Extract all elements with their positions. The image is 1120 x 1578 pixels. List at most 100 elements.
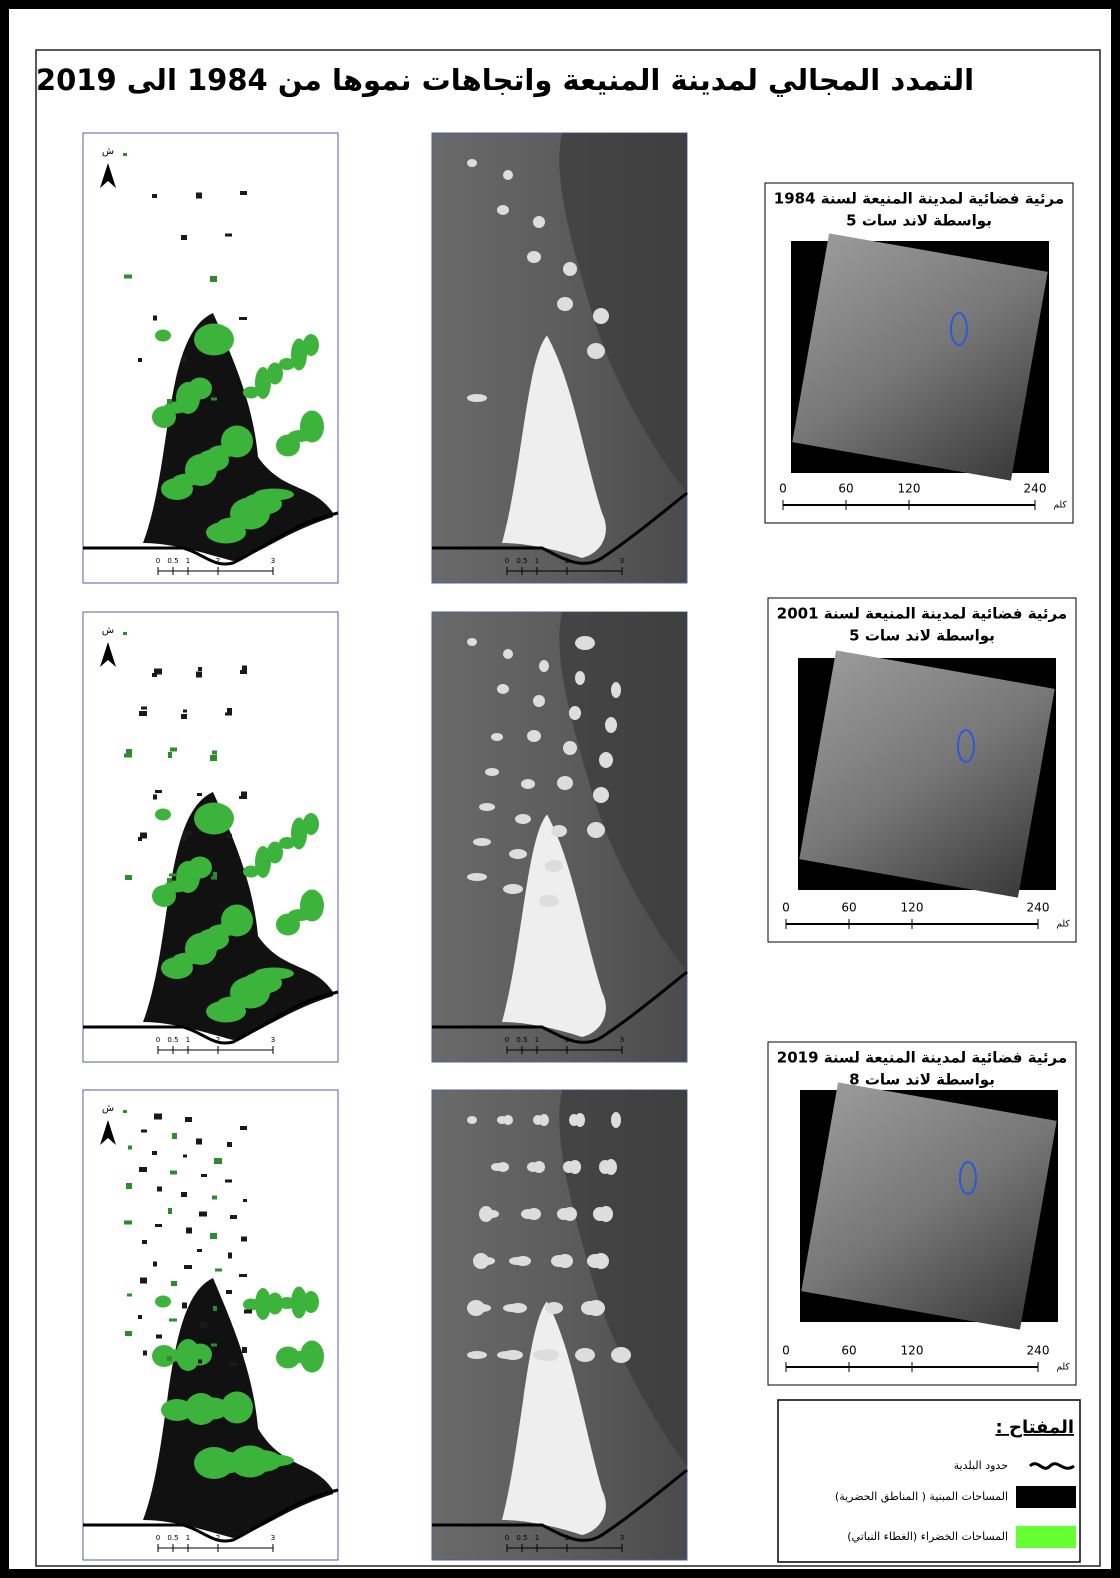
legend-item: المساحات المبنية ( المناطق الحضرية) [835,1490,1008,1504]
scale-label: 3 [620,557,624,565]
built-patch [212,1196,217,1200]
scale-label: 60 [841,901,856,915]
scale-label: 0.5 [516,1534,527,1542]
bright-patch [467,638,477,646]
bright-patch [527,730,541,742]
built-patch [123,632,127,635]
scale-label: 0 [505,557,509,565]
built-patch [168,752,172,758]
built-patch [167,399,172,404]
built-patch [157,1187,162,1192]
bright-patch [575,1348,595,1362]
built-patch [139,1167,147,1172]
built-patch [211,398,217,401]
scale-unit: كلم [1053,501,1067,511]
green-area [152,1345,176,1367]
scale-label: 1 [535,1036,539,1044]
green-area [155,1296,171,1308]
green-area [152,885,176,907]
bright-patch [581,1301,599,1315]
built-patch [184,831,192,835]
bright-patch [521,1209,535,1219]
built-patch [199,1212,207,1217]
scale-label: 0 [505,1534,509,1542]
built-patch [155,1224,162,1227]
built-patch [225,1180,232,1183]
built-patch [167,1356,172,1361]
built-patch [225,234,232,237]
built-patch [168,1208,172,1214]
built-patch [123,153,127,156]
bright-patch [467,1300,485,1316]
bright-patch [479,1206,493,1222]
built-patch [126,1183,132,1189]
bright-patch [527,251,541,263]
bright-patch [491,733,503,741]
built-patch [154,669,162,675]
scale-label: 1 [535,1534,539,1542]
green-area [276,435,300,457]
built-patch [140,1278,147,1284]
built-patch [181,1192,187,1197]
built-patch [210,1233,217,1239]
bright-patch [557,1208,571,1220]
scale-label: 1 [535,557,539,565]
built-patch [124,275,132,279]
bright-patch [563,262,577,276]
built-patch [241,792,247,797]
bright-patch [611,1112,621,1128]
built-patch [210,276,217,282]
bright-patch [557,776,573,790]
scale-label: 0 [505,1036,509,1044]
bright-patch [599,1160,611,1174]
panel-caption: مرئية فضائية لمدينة المنيعة لسنة 1984 [774,190,1064,208]
scale-label: 0 [156,1534,160,1542]
bright-patch [467,1116,477,1124]
built-patch [227,1142,232,1147]
scale-label: 1 [186,1534,190,1542]
scale-label: 3 [271,1534,275,1542]
built-patch [184,1265,192,1269]
built-patch [239,1274,247,1277]
group: 00.5123 [432,133,687,583]
built-patch [172,1133,177,1139]
scale-label: 1 [186,1036,190,1044]
bright-patch [527,1162,539,1172]
bright-patch [533,216,545,228]
bright-patch [563,1161,575,1173]
built-patch [198,667,202,671]
built-patch [196,672,202,678]
built-patch [171,1281,177,1286]
scale-label: 3 [620,1036,624,1044]
scale-label: 2 [216,1534,220,1542]
scale-label: 120 [898,482,921,496]
bright-patch [479,803,495,811]
built-patch [186,1228,192,1234]
bright-patch [605,717,617,733]
bright-patch [539,895,559,907]
panel-caption: بواسطة لاند سات 5 [849,627,995,645]
built-patch [198,1360,202,1364]
built-patch [201,1174,207,1177]
bright-patch [521,779,535,789]
green-area [152,406,176,428]
built-patch [243,1199,247,1202]
scale-label: 0.5 [167,557,178,565]
green-area [155,809,171,821]
legend-symbol-built [1016,1486,1076,1508]
built-patch [141,707,147,710]
bright-patch [533,1350,553,1360]
scale-label: 3 [271,557,275,565]
built-patch [183,1155,187,1158]
built-patch [139,711,147,716]
bright-patch [539,660,549,672]
built-patch [126,749,132,755]
built-patch [140,833,147,839]
built-patch [211,1344,217,1347]
scale-label: 2 [216,1036,220,1044]
built-patch [155,790,162,793]
bright-patch [599,752,613,768]
